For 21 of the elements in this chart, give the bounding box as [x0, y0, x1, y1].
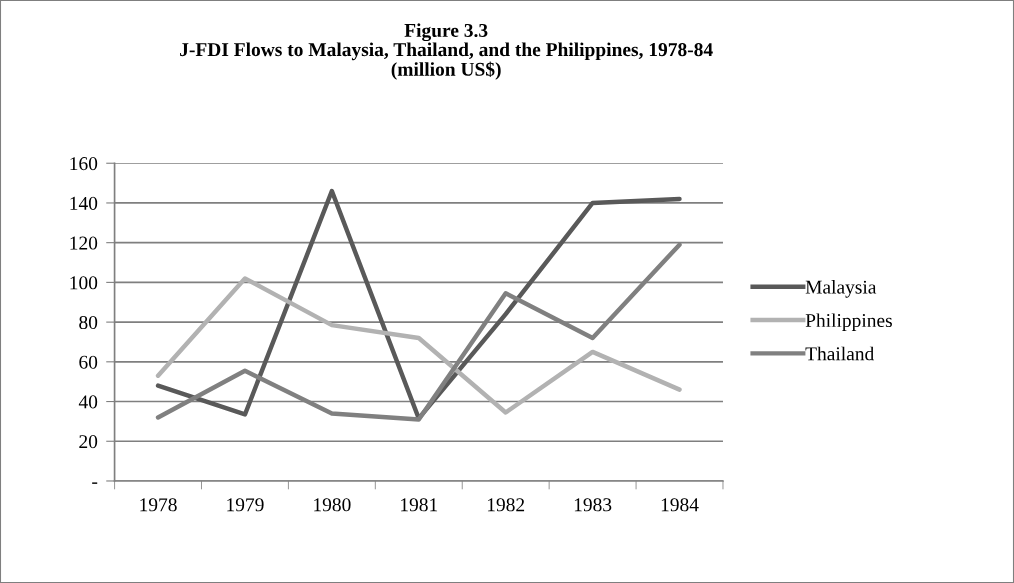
y-tick-label: 140 — [70, 196, 98, 210]
y-tick-label: 20 — [79, 435, 98, 449]
y-tick-label: 160 — [70, 157, 98, 171]
y-tick-label: 40 — [78, 395, 98, 409]
legend-label: Malaysia — [805, 280, 877, 298]
legend-label: Philippines — [805, 313, 892, 332]
y-tick-label: 80 — [79, 315, 98, 330]
y-tick-label: - — [92, 482, 98, 484]
legend-label: Thailand — [805, 346, 875, 361]
x-tick-label: 1983 — [574, 498, 612, 512]
y-tick-label: 100 — [70, 276, 98, 290]
line-series — [155, 276, 682, 415]
x-tick-label: 1984 — [661, 498, 699, 512]
x-tick-label: 1978 — [140, 498, 177, 512]
chart-title: Figure 3.3 J-FDI Flows to Malaysia, Thailand, and the Philippines, 1978-84 (million US$) — [180, 23, 713, 80]
x-tick-label: 1980 — [314, 498, 351, 512]
x-tick-label: 1981 — [401, 498, 438, 512]
x-tick-label: 1979 — [227, 498, 264, 512]
x-tick-label: 1982 — [487, 498, 525, 512]
y-tick-label: 120 — [70, 236, 98, 250]
y-tick-label: 60 — [79, 355, 98, 369]
